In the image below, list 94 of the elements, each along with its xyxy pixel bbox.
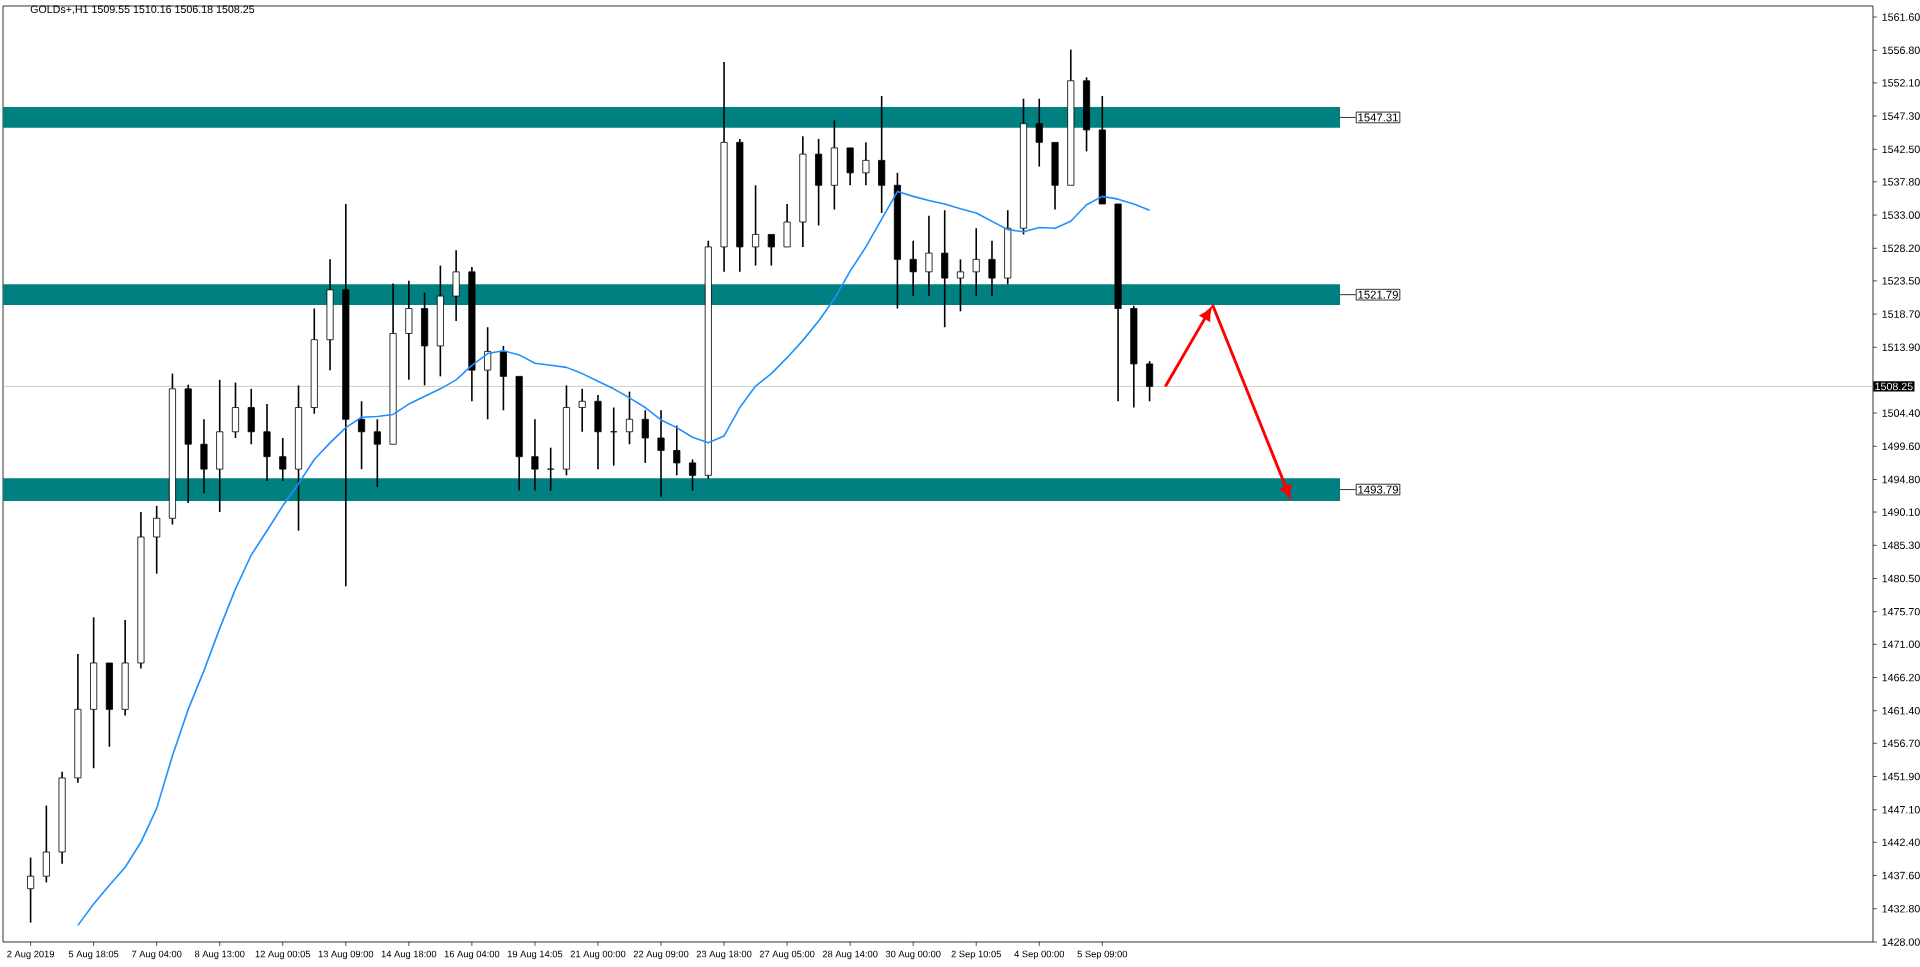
candlestick <box>830 119 838 211</box>
y-tick-label: 1504.40 <box>1882 409 1920 417</box>
y-tick-label: 1456.70 <box>1882 739 1920 748</box>
band-label: 1521.79 <box>1358 290 1398 299</box>
candlestick <box>531 418 539 492</box>
candlestick <box>121 619 129 717</box>
band-label: 1493.79 <box>1358 485 1398 494</box>
y-tick-label: 1432.80 <box>1882 904 1920 913</box>
x-tick-label: 23 Aug 18:00 <box>696 950 752 960</box>
y-tick-label: 1547.30 <box>1882 112 1920 120</box>
candlestick <box>27 856 35 924</box>
y-tick-label: 1499.60 <box>1882 442 1920 451</box>
y-tick-label: 1494.80 <box>1882 475 1920 484</box>
candlestick <box>752 184 760 267</box>
candlestick <box>216 379 224 513</box>
y-tick-label: 1466.20 <box>1882 673 1920 682</box>
candlestick <box>342 203 350 587</box>
candlestick <box>247 388 255 446</box>
y-tick-label: 1442.40 <box>1882 838 1920 847</box>
candlestick <box>137 511 145 670</box>
candlestick <box>58 770 66 865</box>
x-tick-label: 16 Aug 04:00 <box>444 950 500 960</box>
candlestick <box>1035 97 1043 168</box>
y-tick-label: 1447.10 <box>1882 805 1920 814</box>
y-tick-label: 1485.30 <box>1882 541 1920 550</box>
candlestick <box>799 135 807 248</box>
candlestick <box>279 437 287 482</box>
x-tick-label: 5 Sep 09:00 <box>1077 950 1128 960</box>
candlestick <box>326 258 334 371</box>
candlestick <box>468 266 476 403</box>
candlestick <box>972 227 980 297</box>
x-tick-label: 22 Aug 09:00 <box>633 950 689 960</box>
candlestick <box>547 446 555 492</box>
y-tick-label: 1475.70 <box>1882 607 1920 616</box>
candlestick <box>484 326 492 421</box>
candlestick <box>736 138 744 273</box>
y-tick-label: 1523.50 <box>1882 277 1920 285</box>
candlestick <box>657 409 665 498</box>
candlestick <box>200 418 208 495</box>
candlestick <box>704 239 712 480</box>
y-tick-label: 1542.50 <box>1882 145 1920 154</box>
candlestick <box>720 61 728 273</box>
x-tick-label: 2 Sep 10:05 <box>951 950 1001 960</box>
x-tick-label: 21 Aug 00:00 <box>570 950 626 960</box>
chart-title: GOLDs+,H1 1509.55 1510.16 1506.18 1508.25 <box>30 5 255 15</box>
candlestick <box>578 388 586 433</box>
x-tick-label: 5 Aug 18:05 <box>68 950 119 960</box>
y-tick-label: 1552.10 <box>1882 79 1920 87</box>
y-tick-label: 1528.20 <box>1882 244 1920 253</box>
y-tick-label: 1451.90 <box>1882 772 1920 781</box>
y-tick-label: 1537.80 <box>1882 178 1920 186</box>
candlestick <box>294 384 303 532</box>
x-tick-label: 13 Aug 09:00 <box>318 950 374 960</box>
candlestick <box>878 95 886 214</box>
x-tick-label: 8 Aug 13:00 <box>194 950 245 960</box>
candlestick <box>909 239 917 297</box>
candlestick <box>263 403 271 482</box>
candlestick <box>452 249 460 322</box>
y-tick-label: 1513.90 <box>1882 343 1920 352</box>
x-tick-label: 4 Sep 00:00 <box>1014 950 1065 960</box>
candlestick <box>988 239 996 297</box>
candlestick <box>941 209 949 329</box>
y-tick-label: 1533.00 <box>1882 211 1920 219</box>
candlestick <box>925 214 933 297</box>
candlestick <box>1004 209 1012 286</box>
candlestick <box>594 394 602 470</box>
x-tick-label: 7 Aug 04:00 <box>131 950 182 960</box>
band-label: 1547.31 <box>1358 113 1398 122</box>
y-tick-label: 1437.60 <box>1882 871 1920 880</box>
candlestick <box>90 616 98 770</box>
y-tick-label: 1561.60 <box>1882 13 1920 21</box>
candlestick <box>405 280 413 381</box>
candlestick <box>310 307 318 415</box>
y-tick-label: 1471.00 <box>1882 640 1920 649</box>
x-tick-label: 12 Aug 00:05 <box>255 950 311 960</box>
y-tick-label: 1461.40 <box>1882 706 1920 715</box>
candlestick <box>673 424 681 477</box>
y-tick-label: 1428.00 <box>1882 938 1920 946</box>
y-tick-label: 1556.80 <box>1882 46 1920 55</box>
candlestick <box>1130 304 1138 409</box>
x-tick-label: 19 Aug 14:05 <box>507 950 563 960</box>
y-tick-label: 1480.50 <box>1882 574 1920 583</box>
candlestick <box>641 409 649 464</box>
candlestick <box>436 264 444 378</box>
x-tick-label: 14 Aug 18:00 <box>381 950 437 960</box>
candlestick <box>74 653 82 784</box>
ref-line-label: 1508.25 <box>1875 382 1913 391</box>
y-tick-label: 1518.70 <box>1882 310 1920 318</box>
x-tick-label: 2 Aug 2019 <box>7 950 55 960</box>
x-tick-label: 27 Aug 05:00 <box>759 950 815 960</box>
x-tick-label: 28 Aug 14:00 <box>822 950 878 960</box>
x-tick-label: 30 Aug 00:00 <box>885 950 941 960</box>
y-tick-label: 1490.10 <box>1882 508 1920 516</box>
candlestick <box>862 141 870 187</box>
